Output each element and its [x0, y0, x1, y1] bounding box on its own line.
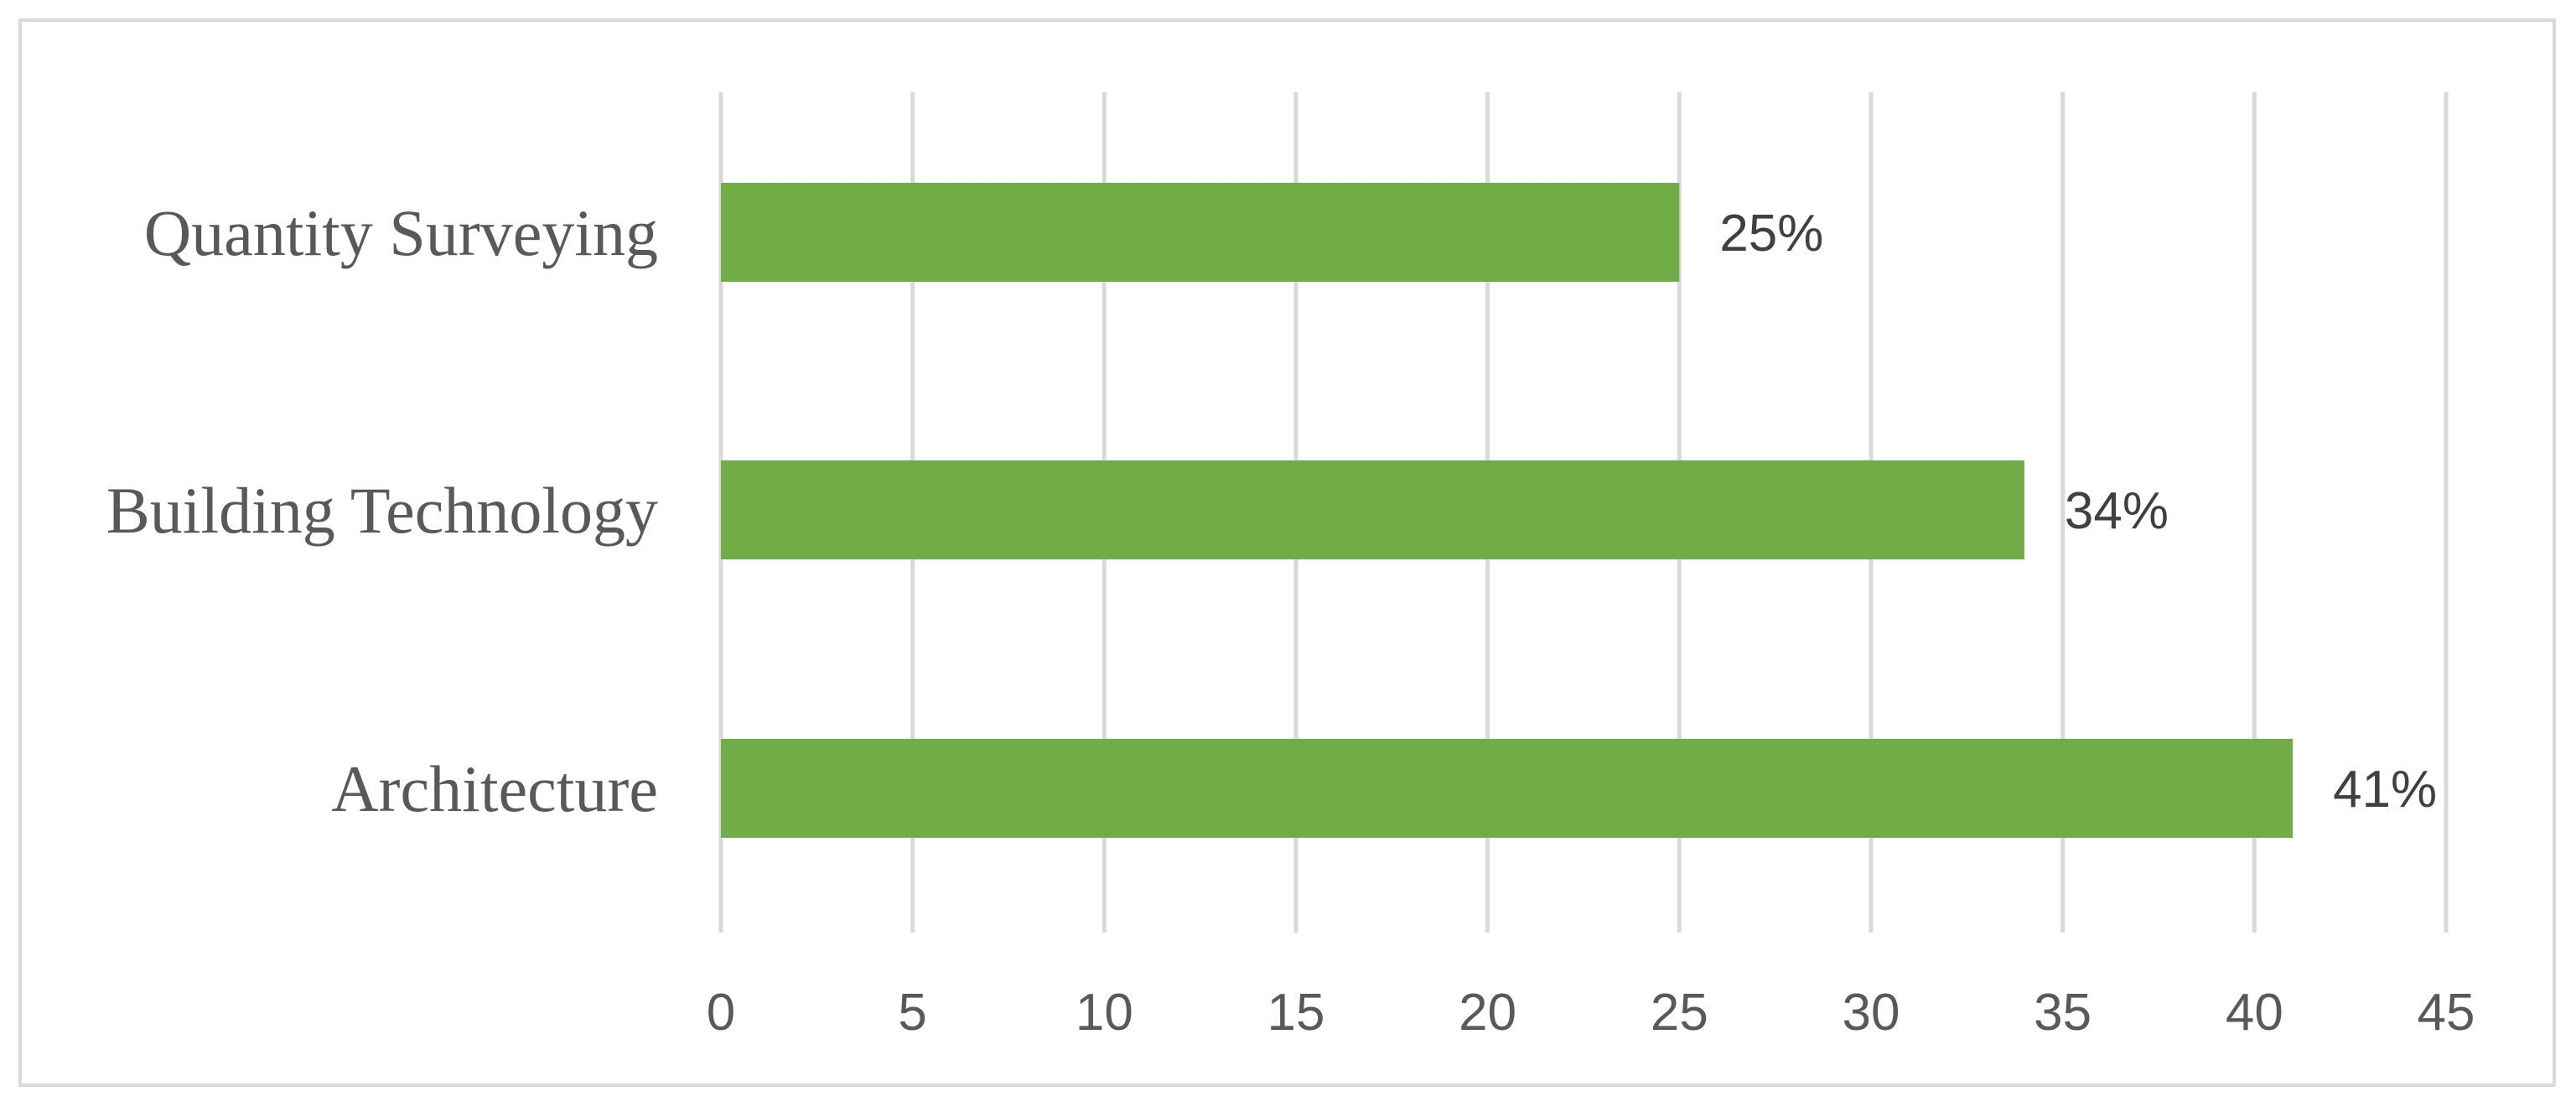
bar-quantity-surveying — [721, 183, 1679, 282]
category-label: Architecture — [331, 752, 658, 825]
x-tick-label: 35 — [2034, 984, 2091, 1042]
x-tick-label: 10 — [1075, 984, 1133, 1042]
bar-building-technology — [721, 460, 2024, 559]
data-label: 34% — [2065, 482, 2169, 540]
category-label: Quantity Surveying — [144, 196, 658, 269]
x-tick-label: 40 — [2226, 984, 2283, 1042]
data-label: 25% — [1719, 205, 1823, 262]
labels: 0 5 10 15 20 25 30 35 40 45 Quantity Surveying 25% B… — [106, 196, 2475, 1042]
x-tick-label: 30 — [1843, 984, 1900, 1042]
data-label: 41% — [2333, 761, 2437, 819]
bar-architecture — [721, 739, 2293, 838]
x-tick-label: 25 — [1651, 984, 1708, 1042]
x-tick-label: 20 — [1459, 984, 1516, 1042]
x-tick-label: 15 — [1267, 984, 1325, 1042]
x-tick-label: 0 — [707, 984, 735, 1042]
x-tick-label: 45 — [2418, 984, 2475, 1042]
bars — [721, 183, 2293, 838]
category-label: Building Technology — [106, 474, 658, 547]
x-tick-label: 5 — [898, 984, 926, 1042]
